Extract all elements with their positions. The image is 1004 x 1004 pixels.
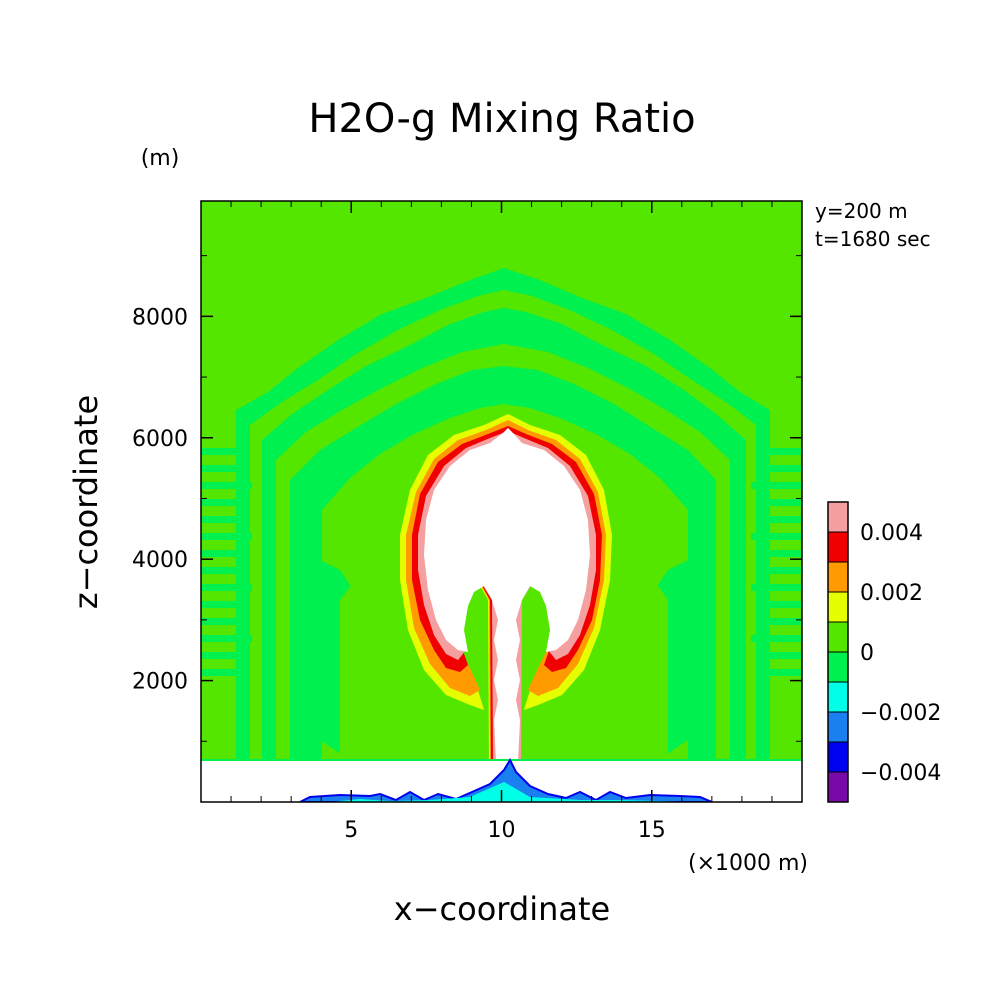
stripe — [759, 465, 802, 472]
stripe — [751, 533, 802, 540]
time-annotation-t: t=1680 sec — [815, 227, 931, 251]
plume-core — [424, 428, 590, 762]
colorbar-tick-label: 0.004 — [860, 521, 923, 546]
chart-title: H2O-g Mixing Ratio — [308, 96, 695, 142]
colorbar-swatch — [827, 621, 849, 653]
stripe — [201, 482, 252, 489]
colorbar-swatch — [827, 561, 849, 593]
stripe — [201, 499, 236, 506]
y-tick-label: 6000 — [132, 427, 188, 452]
stripe — [767, 448, 802, 455]
stripe — [201, 533, 252, 540]
y-tick-label: 4000 — [132, 548, 188, 573]
stripe — [201, 652, 236, 659]
stripe — [751, 584, 802, 591]
colorbar-tick-label: −0.002 — [860, 701, 941, 726]
stripe — [201, 567, 244, 574]
colorbar-swatch — [827, 741, 849, 773]
y-axis: 2000 4000 6000 8000 — [132, 255, 802, 742]
colorbar-swatch — [827, 591, 849, 623]
stripe — [759, 618, 802, 625]
x-axis-label: x−coordinate — [394, 890, 610, 928]
y-tick-label: 8000 — [132, 305, 188, 330]
stripe — [201, 584, 252, 591]
surface-layer-inner — [330, 782, 700, 802]
stripe — [201, 516, 244, 523]
stripe — [751, 482, 802, 489]
stripe — [767, 499, 802, 506]
colorbar-swatch — [827, 681, 849, 713]
stripe — [201, 635, 252, 642]
colorbar-swatch — [827, 711, 849, 743]
x-axis: 5 10 15 — [230, 201, 773, 843]
y-tick-label: 2000 — [132, 670, 188, 695]
y-unit-label: (m) — [141, 146, 180, 171]
plot-area — [201, 201, 802, 802]
x-unit-label: (×1000 m) — [688, 851, 808, 876]
stripe — [767, 601, 802, 608]
x-tick-label: 10 — [488, 818, 516, 843]
colorbar-swatch — [827, 531, 849, 563]
stripe — [201, 669, 244, 676]
stripe — [767, 652, 802, 659]
x-tick-label: 5 — [344, 818, 358, 843]
right-stripes — [751, 448, 802, 676]
stripe — [201, 448, 236, 455]
colorbar: −0.004 −0.002 0 0.002 0.004 — [827, 501, 941, 803]
stripe — [201, 618, 244, 625]
stripe — [201, 550, 236, 557]
y-axis-label: z−coordinate — [67, 395, 105, 609]
stripe — [767, 550, 802, 557]
colorbar-frame — [827, 501, 849, 803]
colorbar-tick-label: −0.004 — [860, 761, 941, 786]
stripe — [201, 465, 244, 472]
colorbar-swatch — [827, 771, 849, 803]
x-tick-label: 15 — [638, 818, 666, 843]
colorbar-tick-label: 0.002 — [860, 581, 923, 606]
stripe — [759, 669, 802, 676]
time-annotation-y: y=200 m — [815, 199, 908, 223]
surface-layer — [299, 757, 713, 802]
colorbar-swatch — [827, 651, 849, 683]
colorbar-swatch — [827, 501, 849, 533]
stripe — [759, 567, 802, 574]
stripe — [201, 601, 236, 608]
stripe — [759, 516, 802, 523]
stripe — [751, 635, 802, 642]
colorbar-tick-label: 0 — [860, 641, 874, 666]
left-stripes — [201, 448, 252, 676]
